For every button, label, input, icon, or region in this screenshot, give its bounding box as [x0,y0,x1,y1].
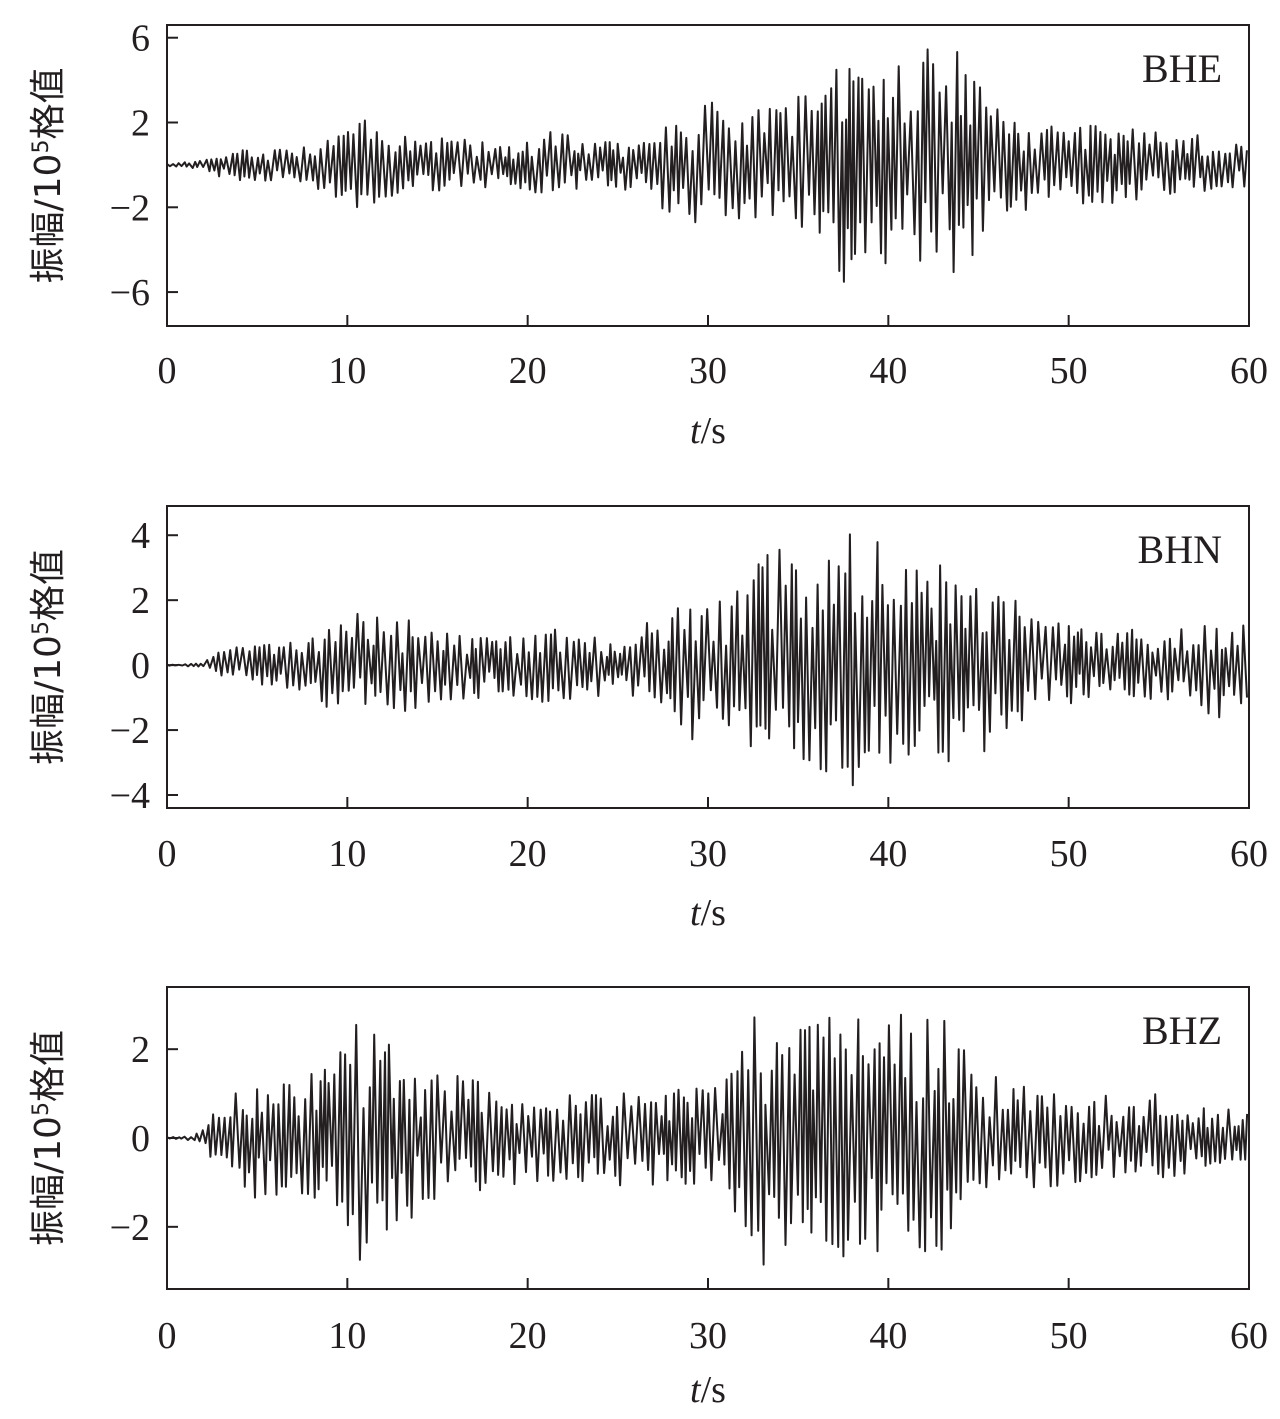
panel-label: BHN [1138,527,1222,572]
x-tick-label: 40 [869,1315,907,1357]
x-tick-label: 60 [1230,350,1268,392]
x-tick-label: 50 [1050,1315,1088,1357]
trace-bhz [167,1013,1249,1266]
y-tick-label: 6 [131,18,150,60]
x-tick-label: 0 [158,1315,177,1357]
x-tick-label: 0 [158,833,177,875]
trace-bhe [167,48,1248,283]
x-tick-label: 50 [1050,350,1088,392]
x-tick-label: 20 [509,1315,547,1357]
panel-label: BHZ [1142,1008,1222,1053]
panel-label: BHE [1142,46,1222,91]
x-tick-label: 30 [689,1315,727,1357]
x-tick-label: 10 [328,350,366,392]
y-tick-label: 2 [131,580,150,622]
y-tick-label: 4 [131,515,150,557]
y-tick-label: 2 [131,1029,150,1071]
y-axis-label: 振幅/105格值 [28,549,69,765]
x-tick-label: 20 [509,350,547,392]
trace-bhn [167,533,1248,787]
x-tick-label: 10 [328,833,366,875]
y-tick-label: 2 [131,103,150,145]
x-tick-label: 60 [1230,1315,1268,1357]
x-axis-label: t/s [690,1369,726,1411]
y-tick-label: −2 [110,187,150,229]
x-tick-label: 30 [689,833,727,875]
x-tick-label: 30 [689,350,727,392]
x-tick-label: 60 [1230,833,1268,875]
x-tick-label: 10 [328,1315,366,1357]
y-tick-label: −2 [110,710,150,752]
x-tick-label: 50 [1050,833,1088,875]
y-tick-label: 0 [131,645,150,687]
x-axis-label: t/s [690,892,726,934]
y-tick-label: −4 [110,775,150,817]
x-tick-label: 0 [158,350,177,392]
panel-bhe: 0 10 20 30 40 50 60 6 2 −2 −6 BHE t/s 振幅/105格值 [28,18,1268,452]
x-tick-label: 20 [509,833,547,875]
y-tick-label: 0 [131,1118,150,1160]
y-axis-label: 振幅/105格值 [28,1030,69,1246]
x-tick-label: 40 [869,833,907,875]
y-tick-label: −6 [110,272,150,314]
x-axis-label: t/s [690,410,726,452]
y-axis-label: 振幅/105格值 [28,68,69,284]
y-tick-label: −2 [110,1207,150,1249]
x-tick-label: 40 [869,350,907,392]
